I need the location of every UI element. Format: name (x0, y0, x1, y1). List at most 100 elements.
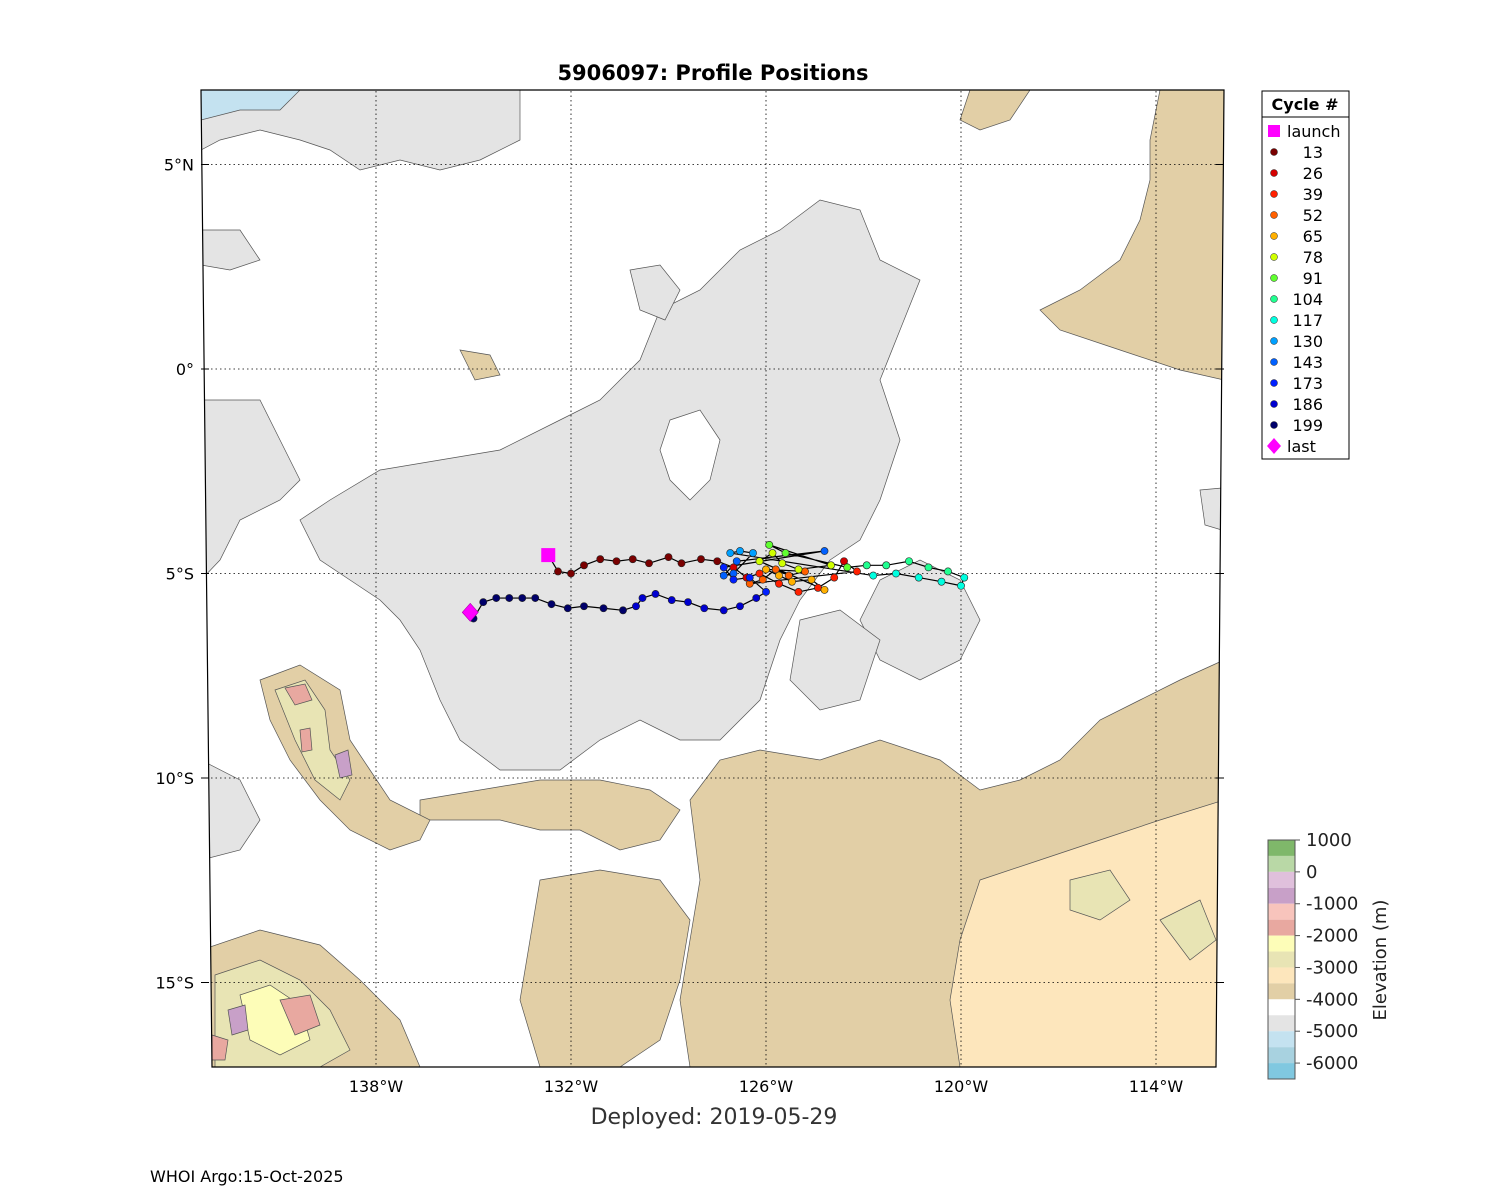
profile-position-marker (840, 557, 848, 566)
profile-position-marker (762, 588, 770, 596)
profile-position-marker (892, 569, 900, 578)
profile-position-marker (814, 583, 822, 592)
legend-marker (1270, 421, 1278, 429)
profile-position-marker (768, 549, 777, 557)
deployment-date: Deployed: 2019-05-29 (591, 1105, 838, 1130)
legend-marker (1270, 148, 1278, 156)
profile-position-marker (794, 588, 803, 596)
colorbar-swatch (1268, 967, 1295, 984)
legend-label: 65 (1303, 227, 1323, 246)
profile-position-marker (758, 575, 767, 584)
profile-position-marker (820, 585, 829, 594)
profile-position-marker (479, 598, 488, 607)
profile-position-marker (505, 594, 514, 602)
profile-position-marker (830, 573, 839, 582)
longitude-tick-label: 114°W (1129, 1077, 1184, 1096)
longitude-tick-label: 132°W (544, 1077, 599, 1096)
profile-position-marker (563, 604, 572, 613)
profile-position-marker (736, 547, 744, 555)
profile-position-marker (719, 571, 728, 580)
longitude-tick-label: 138°W (349, 1077, 404, 1096)
profile-position-marker (784, 571, 793, 580)
profile-position-marker (788, 577, 796, 586)
profile-position-marker (752, 594, 761, 602)
legend-label: last (1287, 437, 1316, 456)
legend-label: 91 (1303, 269, 1323, 288)
map-plot-area: 138°W 132°W 126°W 120°W 114°W 5°N 0° 5°S 10°S 15… (155, 89, 1225, 1096)
legend-title: Cycle # (1272, 95, 1339, 114)
profile-position-marker (518, 594, 527, 602)
launch-marker (541, 548, 556, 563)
profile-position-marker (736, 602, 744, 611)
colorbar-swatch (1268, 887, 1295, 904)
profile-position-marker (745, 573, 754, 582)
profile-position-marker (554, 567, 562, 576)
legend-marker (1270, 274, 1278, 282)
elevation-colorbar: 1000 0 -1000 -2000 -3000 -4000 -5000 -6000 Elev… (1267, 830, 1391, 1080)
profile-position-marker (775, 579, 783, 588)
colorbar-tick-label: -2000 (1306, 926, 1358, 947)
colorbar-tick-label: -6000 (1306, 1053, 1358, 1074)
longitude-tick-label: 126°W (739, 1077, 794, 1096)
colorbar-tick-label: -1000 (1306, 894, 1358, 915)
footer-credit: WHOI Argo:15-Oct-2025 (150, 1167, 344, 1186)
legend-marker (1270, 232, 1278, 240)
profile-position-marker (778, 559, 787, 568)
profile-position-marker (684, 598, 692, 607)
profile-position-marker (713, 557, 722, 566)
profile-position-marker (547, 600, 556, 609)
colorbar-tick-label: -5000 (1306, 1021, 1358, 1042)
profile-position-marker (619, 606, 627, 615)
legend-marker (1270, 358, 1278, 366)
legend-marker (1270, 253, 1278, 261)
profile-position-marker (775, 571, 783, 580)
profile-position-marker (732, 557, 741, 566)
legend-marker (1270, 211, 1278, 219)
legend-label: 199 (1292, 416, 1323, 435)
legend-marker (1270, 316, 1278, 324)
profile-position-marker (801, 567, 809, 576)
profile-position-marker (599, 604, 608, 613)
profile-position-marker (645, 559, 653, 568)
profile-position-marker (749, 549, 757, 557)
profile-position-marker (729, 575, 738, 584)
colorbar-swatch (1268, 1047, 1295, 1064)
colorbar-swatch (1268, 1015, 1295, 1032)
profile-position-marker (905, 557, 913, 566)
legend-label: launch (1287, 122, 1340, 141)
profile-position-marker (726, 549, 735, 557)
profile-position-marker (781, 549, 790, 557)
colorbar-swatch (1268, 1031, 1295, 1048)
profile-position-marker (882, 561, 891, 570)
legend-marker (1268, 125, 1280, 137)
profile-position-marker (862, 561, 871, 570)
colorbar-swatch (1268, 840, 1295, 856)
colorbar-label: Elevation (m) (1370, 900, 1391, 1021)
legend-marker (1270, 337, 1278, 345)
profile-position-marker (794, 565, 803, 574)
profile-position-marker (531, 594, 540, 602)
map-title: 5906097: Profile Positions (557, 61, 868, 85)
colorbar-swatch (1268, 935, 1295, 952)
colorbar-swatch (1268, 871, 1295, 888)
profile-position-marker (843, 563, 852, 572)
profile-position-marker (667, 596, 676, 604)
latitude-tick-label: 0° (176, 360, 194, 379)
legend-marker (1270, 295, 1278, 303)
graticule (201, 91, 1224, 1066)
legend-label: 52 (1303, 206, 1323, 225)
profile-position-marker (567, 569, 575, 578)
legend-marker (1267, 438, 1281, 454)
profile-position-marker (638, 594, 647, 602)
colorbar-tick-label: 0 (1306, 862, 1317, 883)
legend-marker (1270, 190, 1278, 198)
profile-position-marker (924, 563, 933, 572)
legend-label: 173 (1292, 374, 1323, 393)
profile-position-marker (820, 547, 829, 555)
profile-position-marker (827, 561, 835, 570)
legend-label: 186 (1292, 395, 1323, 414)
profile-position-marker (755, 557, 764, 566)
bathymetry-layer (201, 90, 1224, 1067)
profile-position-marker (762, 565, 770, 574)
